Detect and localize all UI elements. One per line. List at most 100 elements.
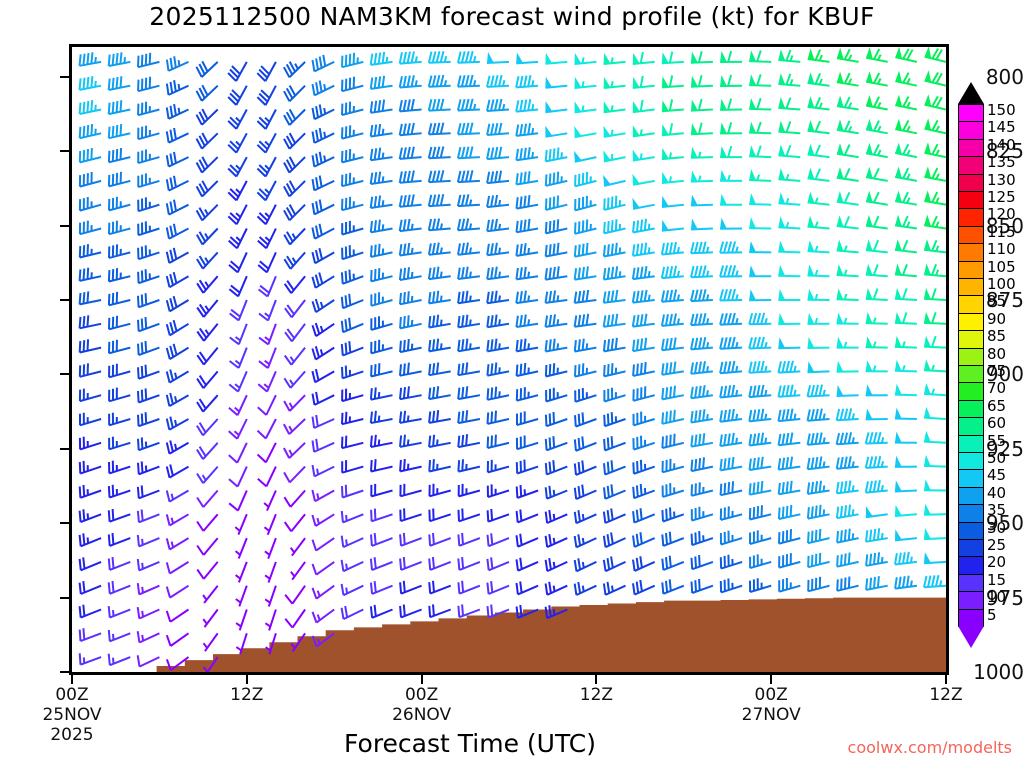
barb-shaft — [283, 132, 306, 150]
wind-barb — [283, 227, 306, 246]
wind-barb — [284, 323, 306, 342]
wind-barb — [515, 338, 539, 353]
barb-shaft — [107, 100, 131, 116]
wind-barb — [573, 510, 597, 525]
barb-shaft — [427, 266, 451, 281]
wind-barb — [632, 125, 655, 138]
barb-shaft — [196, 442, 219, 460]
barb-pennant — [661, 76, 669, 88]
wind-barb — [428, 556, 452, 571]
wind-barb — [807, 528, 830, 545]
barb-shaft — [778, 578, 801, 593]
wind-barb — [398, 170, 422, 184]
barb-shaft — [661, 99, 684, 113]
wind-barb — [311, 175, 335, 192]
barb-shaft — [690, 241, 713, 255]
wind-barb — [690, 361, 714, 375]
barb-shaft — [660, 241, 684, 256]
barb-shaft — [165, 440, 189, 455]
wind-barb — [720, 145, 743, 159]
barb-pennant — [924, 383, 931, 395]
barb-shaft — [457, 483, 481, 498]
wind-barb — [227, 204, 248, 226]
barb-shaft — [544, 581, 568, 596]
barb-shaft — [311, 584, 335, 600]
barb-shaft — [544, 266, 568, 281]
barb-shaft — [544, 363, 568, 378]
barb-shaft — [107, 76, 131, 91]
barb-shaft — [602, 508, 626, 524]
barb-shaft — [369, 99, 393, 114]
barb-shaft — [399, 339, 422, 354]
wind-barb-field — [72, 47, 946, 672]
barb-shaft — [195, 108, 219, 126]
wind-barb — [544, 460, 568, 476]
barb-shaft — [398, 51, 422, 65]
barb-shaft — [719, 554, 743, 570]
barb-shaft — [78, 604, 102, 619]
wind-barb — [457, 242, 481, 256]
wind-barb — [515, 266, 539, 281]
wind-barb — [283, 61, 306, 79]
x-tick-time: 12Z — [230, 685, 264, 705]
wind-barb — [864, 455, 888, 469]
wind-barb — [923, 552, 946, 565]
barb-shaft — [894, 489, 917, 493]
barb-shaft — [807, 370, 830, 374]
wind-barb — [341, 245, 364, 261]
colorbar-tick-label: 35 — [987, 501, 1007, 520]
barb-shaft — [602, 313, 626, 328]
barb-shaft — [631, 313, 655, 328]
barb-shaft — [107, 556, 131, 571]
barb-shaft — [399, 459, 422, 473]
barb-shaft — [137, 149, 160, 165]
wind-barb — [78, 339, 102, 354]
barb-shaft — [370, 339, 393, 355]
wind-barb — [107, 171, 131, 188]
barb-shaft — [486, 580, 510, 595]
wind-barb — [749, 74, 772, 87]
barb-shaft — [165, 489, 190, 503]
wind-barb — [632, 218, 655, 234]
barb-shaft — [196, 513, 219, 532]
wind-barb — [165, 513, 190, 527]
wind-barb — [398, 98, 422, 113]
barb-pennant — [778, 216, 786, 228]
wind-barb — [632, 459, 656, 475]
barb-pennant — [632, 101, 640, 113]
barb-pennant — [895, 190, 902, 203]
barb-shaft — [78, 533, 102, 548]
barb-shaft — [165, 56, 189, 72]
wind-barb — [108, 196, 131, 212]
barb-shaft — [807, 120, 830, 135]
wind-barb — [228, 228, 248, 250]
wind-barb — [719, 408, 743, 423]
wind-barb — [923, 335, 946, 349]
barb-shaft — [661, 507, 685, 523]
wind-barb — [78, 557, 102, 572]
barb-pennant — [807, 72, 815, 84]
y-tick-label: 950 — [985, 511, 1024, 536]
barb-shaft — [399, 508, 422, 523]
wind-barb — [78, 388, 102, 403]
barb-shaft — [78, 244, 102, 259]
wind-barb — [78, 267, 102, 282]
wind-barb — [399, 459, 422, 473]
barb-pennant — [691, 218, 698, 230]
barb-pennant — [836, 71, 844, 84]
wind-barb — [283, 156, 306, 174]
barb-shaft — [258, 347, 277, 369]
barb-pennant — [836, 167, 844, 179]
wind-barb — [228, 371, 248, 393]
watermark-link[interactable]: coolwx.com/modelts — [847, 738, 1012, 757]
barb-shaft — [603, 363, 626, 378]
wind-barb — [749, 217, 772, 230]
wind-barb — [227, 132, 248, 154]
barb-shaft — [661, 531, 685, 547]
wind-barb — [398, 218, 422, 233]
wind-barb — [544, 533, 568, 549]
barb-shaft — [256, 442, 277, 464]
wind-barb — [311, 298, 335, 314]
barb-shaft — [399, 532, 422, 547]
barb-pennant — [807, 215, 815, 228]
